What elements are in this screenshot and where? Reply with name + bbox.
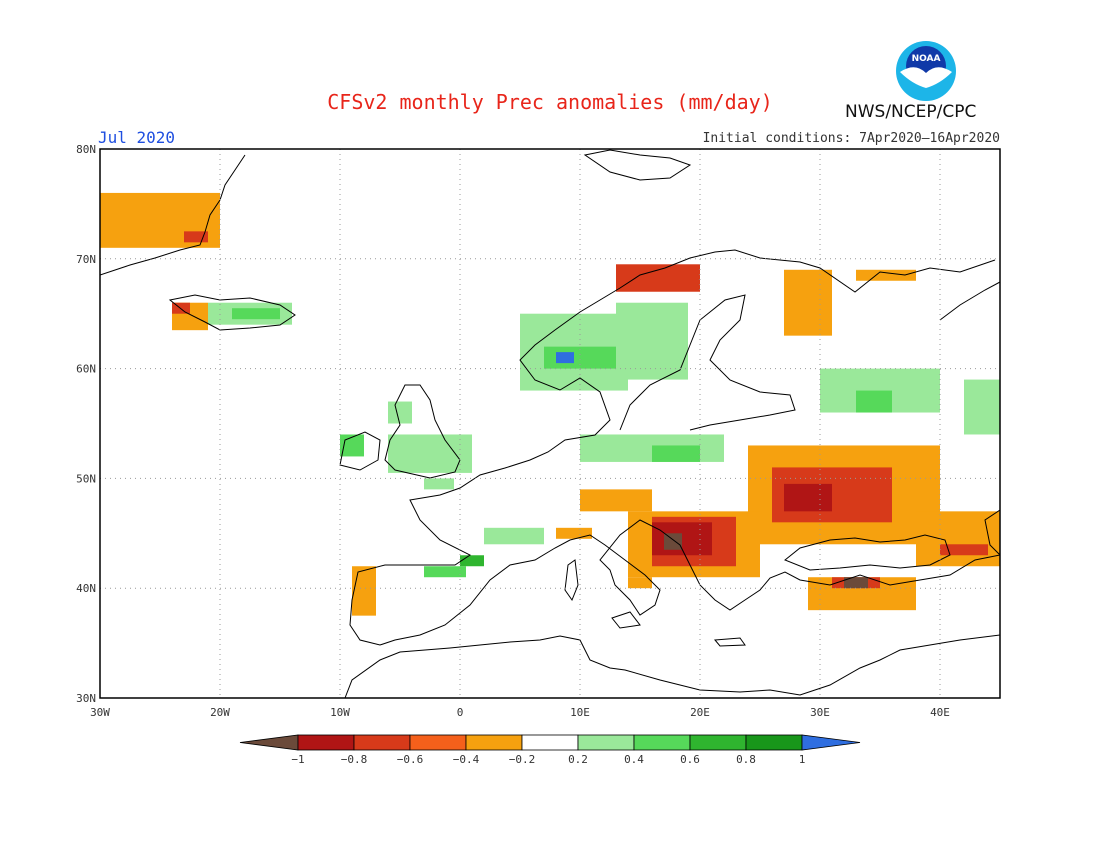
noaa-logo-text: NOAA [912, 54, 941, 64]
anomaly-uk [388, 434, 472, 473]
anomaly-turkey-min [844, 577, 868, 589]
anomaly-portugal [352, 566, 376, 616]
lat-tick-label: 30N [76, 692, 96, 705]
lon-tick-label: 40E [930, 706, 950, 719]
colorbar: −1 −0.8 −0.6 −0.4 −0.2 0.2 0.4 0.6 0.8 1 [239, 734, 861, 766]
lat-tick-label: 60N [76, 363, 96, 376]
colorbar-label: −0.4 [453, 753, 480, 766]
anomaly-italy-south [628, 577, 652, 589]
map-frame [99, 148, 1001, 699]
anomaly-scotland [388, 401, 412, 424]
initial-conditions: Initial conditions: 7Apr2020–16Apr2020 [702, 131, 1000, 146]
colorbar-label: 0.2 [568, 753, 588, 766]
anomaly-central-europe [580, 489, 652, 512]
colorbar-min-arrow [239, 734, 299, 751]
colorbar-segment [689, 734, 747, 751]
anomaly-spain-east [424, 566, 466, 578]
anomaly-sweden [616, 302, 688, 380]
colorbar-label: 0.6 [680, 753, 700, 766]
anomaly-croatia-min [664, 533, 682, 550]
anomaly-france-south [484, 527, 544, 545]
lon-tick-label: 30E [810, 706, 830, 719]
coastlines [100, 149, 1000, 698]
lon-tick-label: 20E [690, 706, 710, 719]
colorbar-segment [297, 734, 355, 751]
anomaly-shading [100, 192, 1000, 616]
anomaly-finland-north [784, 269, 832, 336]
anomaly-norway-max [556, 352, 574, 364]
anomaly-france-west [424, 478, 454, 490]
colorbar-label: −0.2 [509, 753, 536, 766]
anomaly-iceland-east-core [232, 308, 280, 320]
anomaly-kola [856, 269, 916, 281]
lon-tick-label: 10W [330, 706, 350, 719]
colorbar-label: −0.8 [341, 753, 368, 766]
colorbar-max-arrow [801, 734, 861, 751]
noaa-logo: NOAA [896, 41, 956, 101]
colorbar-segment [465, 734, 523, 751]
colorbar-segment [745, 734, 803, 751]
colorbar-label: −0.6 [397, 753, 424, 766]
lon-tick-label: 20W [210, 706, 230, 719]
chart-title: CFSv2 monthly Prec anomalies (mm/day) [327, 90, 773, 114]
lon-tick-label: 30W [90, 706, 110, 719]
colorbar-segment [577, 734, 635, 751]
anomaly-caucasus-core [940, 544, 988, 556]
anomaly-italy-north [556, 527, 592, 539]
graticule [100, 149, 1000, 698]
anomaly-caucasus [916, 511, 1000, 567]
agency-label: NWS/NCEP/CPC [845, 102, 977, 122]
colorbar-segment [521, 734, 579, 751]
lon-tick-label: 0 [457, 706, 464, 719]
colorbar-label: −1 [291, 753, 304, 766]
lon-tick-label: 10E [570, 706, 590, 719]
colorbar-segment [353, 734, 411, 751]
anomaly-spain-east-core [460, 555, 484, 567]
lat-tick-label: 40N [76, 582, 96, 595]
anomaly-russia-east [964, 379, 1000, 435]
month-label: Jul 2020 [98, 128, 176, 147]
anomaly-russia-nw-core [856, 390, 892, 413]
colorbar-segment [633, 734, 691, 751]
lat-tick-label: 50N [76, 472, 96, 485]
colorbar-label: 0.8 [736, 753, 756, 766]
anomaly-ukraine-max [784, 483, 832, 512]
colorbar-label: 0.4 [624, 753, 644, 766]
colorbar-segment [409, 734, 467, 751]
anomaly-poland-core [652, 445, 700, 462]
colorbar-label: 1 [799, 753, 806, 766]
lat-tick-label: 70N [76, 253, 96, 266]
lat-tick-label: 80N [76, 143, 96, 156]
anomaly-norway-coast [616, 264, 700, 292]
anomaly-greenland-east-core [184, 231, 208, 243]
